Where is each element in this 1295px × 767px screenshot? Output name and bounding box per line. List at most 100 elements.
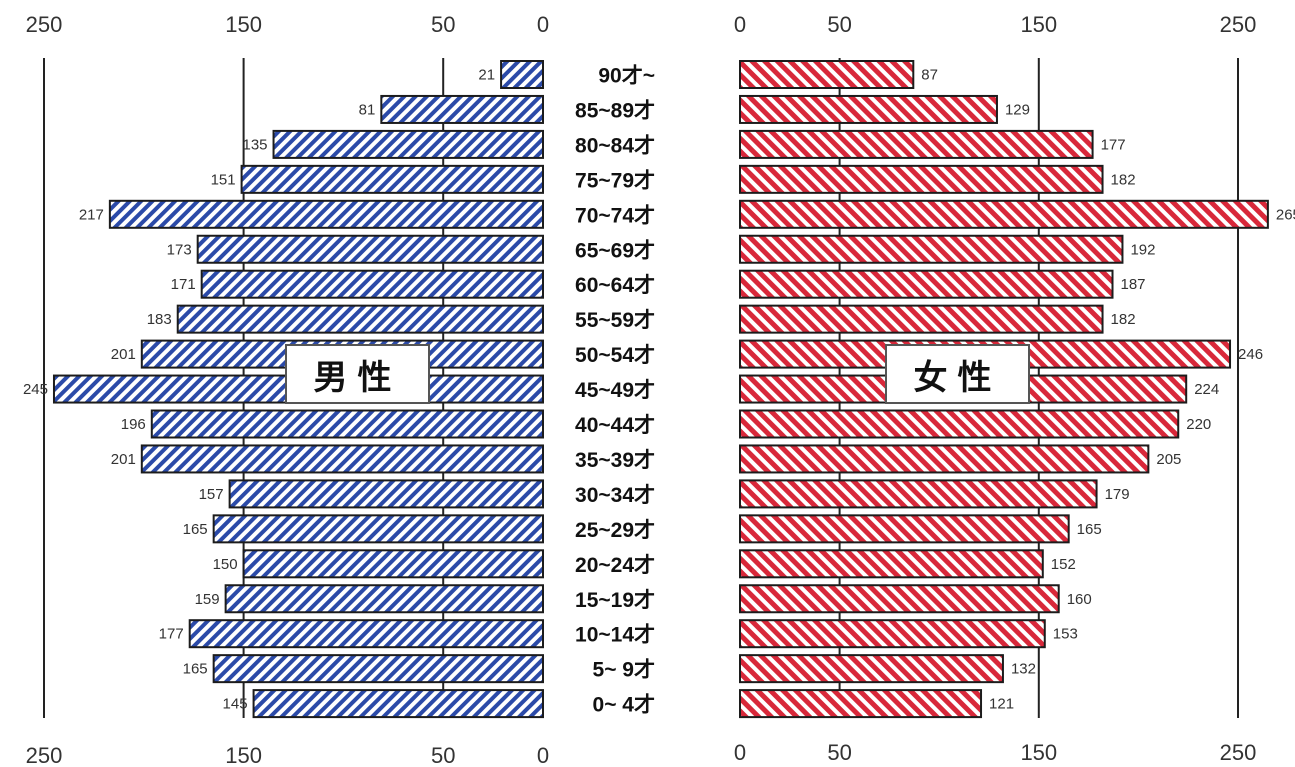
male-axis-tick-top: 150 xyxy=(225,12,262,37)
data-label-female: 87 xyxy=(921,67,938,84)
data-label-female: 224 xyxy=(1194,381,1219,398)
age-group-label: 90才~ xyxy=(598,65,655,88)
bar-male xyxy=(212,654,544,684)
data-label-male: 173 xyxy=(167,241,192,258)
bar-female xyxy=(739,479,1098,509)
bar-male xyxy=(500,60,545,89)
data-label-male: 81 xyxy=(359,101,376,118)
bar-female xyxy=(739,234,1124,264)
data-label-female: 129 xyxy=(1005,101,1030,118)
bar-female xyxy=(739,584,1060,614)
female-axis-tick-bottom: 50 xyxy=(827,740,851,765)
male-axis-tick-bottom: 0 xyxy=(537,743,549,767)
data-label-female: 182 xyxy=(1111,311,1136,328)
female-legend-box: 女性 xyxy=(885,344,1030,404)
data-label-female: 205 xyxy=(1156,451,1181,468)
female-axis-tick-bottom: 0 xyxy=(734,740,746,765)
bar-male xyxy=(196,234,545,264)
bar-male xyxy=(176,304,544,334)
bar-female xyxy=(739,269,1114,299)
female-axis-tick-top: 50 xyxy=(827,12,851,37)
data-label-female: 179 xyxy=(1105,486,1130,503)
age-group-label: 0~ 4才 xyxy=(593,694,655,717)
age-group-label: 50~54才 xyxy=(575,344,655,367)
bar-male xyxy=(380,94,544,124)
data-labels: 21 87 81 129 135 177 151 182 217 265 173 192 171 187 1… xyxy=(23,67,1295,713)
age-group-label: 55~59才 xyxy=(575,309,655,332)
bar-female xyxy=(739,129,1094,159)
age-group-label: 15~19才 xyxy=(575,589,655,612)
data-label-female: 182 xyxy=(1111,171,1136,188)
data-label-male: 201 xyxy=(111,451,136,468)
bar-female xyxy=(739,549,1044,579)
female-axis-tick-top: 150 xyxy=(1020,12,1057,37)
age-group-label: 25~29才 xyxy=(575,519,655,542)
data-label-male: 196 xyxy=(121,416,146,433)
bar-male xyxy=(188,619,544,649)
bar-male xyxy=(224,584,545,614)
age-group-label: 40~44才 xyxy=(575,414,655,437)
data-label-female: 121 xyxy=(989,696,1014,713)
male-legend-label: 男性 xyxy=(313,358,402,397)
bar-female xyxy=(739,619,1046,649)
age-group-label: 85~89才 xyxy=(575,99,655,122)
data-label-male: 157 xyxy=(199,486,224,503)
male-axis-tick-top: 50 xyxy=(431,12,455,37)
bar-male xyxy=(212,514,544,544)
male-axis-tick-bottom: 50 xyxy=(431,743,455,767)
bar-female xyxy=(739,304,1104,334)
age-group-label: 45~49才 xyxy=(575,379,655,402)
male-axis-tick-bottom: 150 xyxy=(225,743,262,767)
age-group-label: 60~64才 xyxy=(575,274,655,297)
data-label-male: 245 xyxy=(23,381,48,398)
data-label-female: 153 xyxy=(1053,626,1078,643)
bar-male xyxy=(108,199,544,229)
data-label-female: 160 xyxy=(1067,591,1092,608)
data-label-male: 171 xyxy=(171,276,196,293)
data-label-female: 165 xyxy=(1077,521,1102,538)
bar-male xyxy=(252,689,545,719)
age-group-label: 30~34才 xyxy=(575,484,655,507)
bar-male xyxy=(228,479,545,509)
bar-female xyxy=(739,164,1104,194)
female-legend-label: 女性 xyxy=(913,358,1002,397)
age-group-label: 10~14才 xyxy=(575,624,655,647)
data-label-male: 21 xyxy=(478,67,495,84)
male-axis-tick-top: 250 xyxy=(26,12,63,37)
bar-male xyxy=(150,409,544,439)
bar-female xyxy=(739,199,1269,229)
female-axis-tick-top: 250 xyxy=(1220,12,1257,37)
bar-female xyxy=(739,654,1004,684)
bar-male xyxy=(200,269,545,299)
female-axis-tick-top: 0 xyxy=(734,12,746,37)
age-group-label: 75~79才 xyxy=(575,169,655,192)
age-group-label: 20~24才 xyxy=(575,554,655,577)
bars xyxy=(52,60,1269,719)
data-label-male: 183 xyxy=(147,311,172,328)
bar-female xyxy=(739,514,1070,544)
bar-male xyxy=(242,549,544,579)
data-label-male: 150 xyxy=(213,556,238,573)
data-label-male: 177 xyxy=(159,626,184,643)
age-group-labels: 90才~ 85~89才 80~84才 75~79才 70~74才 65~69才 60~64才… xyxy=(575,65,655,717)
data-label-female: 152 xyxy=(1051,556,1076,573)
data-label-female: 265 xyxy=(1276,206,1295,223)
data-label-male: 201 xyxy=(111,346,136,363)
data-label-female: 132 xyxy=(1011,661,1036,678)
bar-female xyxy=(739,60,915,89)
data-label-female: 192 xyxy=(1130,241,1155,258)
data-label-female: 177 xyxy=(1101,136,1126,153)
age-group-label: 35~39才 xyxy=(575,449,655,472)
data-label-female: 187 xyxy=(1121,276,1146,293)
female-axis-tick-bottom: 150 xyxy=(1020,740,1057,765)
bar-female xyxy=(739,94,998,124)
male-legend-box: 男性 xyxy=(285,344,430,404)
data-label-female: 246 xyxy=(1238,346,1263,363)
data-label-male: 135 xyxy=(243,136,268,153)
male-axis-tick-bottom: 250 xyxy=(26,743,63,767)
data-label-male: 145 xyxy=(223,696,248,713)
bar-female xyxy=(739,444,1150,474)
age-group-label: 70~74才 xyxy=(575,204,655,227)
data-label-male: 217 xyxy=(79,206,104,223)
